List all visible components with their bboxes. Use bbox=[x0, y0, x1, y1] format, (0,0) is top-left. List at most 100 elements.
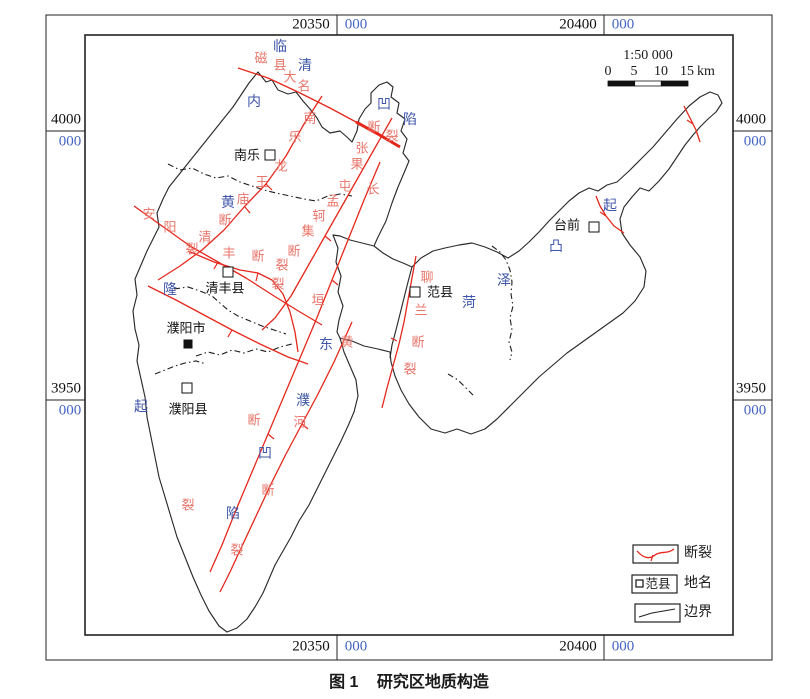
changyuan-fault-label-char-1: 垣 bbox=[311, 292, 325, 308]
neihuang-uplift-label-char-2: 隆 bbox=[163, 283, 177, 298]
cixian-daming-fault-label-char-0: 磁 bbox=[254, 50, 268, 66]
heze-uplift-label-char-1: 泽 bbox=[497, 274, 511, 289]
nanle-longwangmiao-fault-label-char-2: 龙 bbox=[274, 158, 288, 174]
scale-tick-0: 0 bbox=[604, 64, 612, 79]
changyuan-fault-label-char-2: 断 bbox=[247, 412, 261, 428]
qingfeng-fault-label-char-3: 裂 bbox=[271, 276, 285, 292]
heze-uplift-label-char-3: 起 bbox=[603, 199, 617, 214]
zhangguotun-mengkeji-fault-label-char-0: 张 bbox=[355, 140, 369, 156]
grid-dividers bbox=[46, 15, 772, 660]
dongpu-depression-label-char-2: 凹 bbox=[258, 447, 272, 462]
legend-place-sample: 范县 bbox=[645, 576, 671, 591]
fault-line-huanghe bbox=[219, 321, 353, 593]
qingfeng-fault-label-char-2: 断 bbox=[251, 248, 265, 264]
liaolan-fault-label-char-0: 聊 bbox=[420, 269, 434, 285]
changyuan-fault-label-char-0: 长 bbox=[366, 181, 380, 197]
dongpu-depression-label-char-0: 东 bbox=[319, 338, 333, 353]
zhangguotun-mengkeji-fault-label-char-7: 裂 bbox=[275, 257, 289, 273]
cixian-daming-fault-label-char-3: 名 bbox=[297, 78, 311, 94]
scale-tick-15: 15 bbox=[680, 64, 694, 79]
grid-bottom-m-0: 000 bbox=[344, 638, 368, 655]
place-marker-1 bbox=[222, 266, 234, 278]
anyang-fault-label-char-0: 安 bbox=[142, 206, 156, 222]
zhangguotun-mengkeji-fault-label-char-3: 孟 bbox=[326, 193, 340, 209]
outer-frame bbox=[45, 14, 773, 661]
legend-box-fault bbox=[632, 544, 679, 564]
dongpu-depression-label-char-1: 濮 bbox=[296, 394, 310, 409]
zhangguotun-mengkeji-fault-label-char-1: 果 bbox=[350, 156, 364, 172]
grid-left-m-0: 000 bbox=[58, 133, 82, 150]
place-label-3: 濮阳县 bbox=[168, 401, 208, 417]
grid-left-km-1: 3950 bbox=[51, 380, 81, 397]
legend-box-place bbox=[631, 574, 678, 594]
place-marker-4 bbox=[409, 286, 421, 298]
anyang-fault-label-char-1: 阳 bbox=[163, 219, 177, 235]
grid-left-m-1: 000 bbox=[58, 402, 82, 419]
cixian-daming-fault-label-char-4: 断 bbox=[367, 119, 381, 135]
figure-caption-label: 图 1 bbox=[329, 674, 359, 691]
linqing-depression-label-char-0: 临 bbox=[273, 40, 287, 55]
liaolan-fault-label-char-2: 断 bbox=[411, 334, 425, 350]
place-symbol bbox=[635, 579, 644, 588]
nanle-longwangmiao-fault-label-char-5: 断 bbox=[218, 212, 232, 228]
map-neatline bbox=[84, 34, 734, 636]
place-marker-3 bbox=[181, 382, 193, 394]
place-label-1: 清丰县 bbox=[205, 280, 245, 296]
grid-top-m-1: 000 bbox=[611, 16, 635, 33]
zhangguotun-mengkeji-fault-label-char-5: 集 bbox=[301, 223, 315, 239]
grid-bottom-km-1: 20400 bbox=[559, 638, 597, 655]
legend-label-place: 地名 bbox=[684, 576, 712, 591]
figure-caption: 图 1 研究区地质构造 bbox=[46, 668, 772, 692]
scale-ratio-label: 1:50 000 bbox=[623, 48, 673, 63]
fault-lines bbox=[133, 67, 701, 593]
fault-line-qingfeng bbox=[187, 250, 299, 353]
place-marker-0 bbox=[264, 149, 276, 161]
legend-label-boundary: 边界 bbox=[684, 605, 712, 620]
fault-tick-marks bbox=[213, 119, 694, 440]
dongpu-depression-label-char-3: 陷 bbox=[226, 507, 240, 522]
qingfeng-fault-label-char-1: 丰 bbox=[222, 245, 236, 261]
grid-right-km-0: 4000 bbox=[736, 111, 766, 128]
zhangguotun-mengkeji-fault-label-char-4: 轲 bbox=[312, 208, 326, 224]
cixian-daming-fault-label-char-5: 裂 bbox=[385, 128, 399, 144]
qingfeng-fault-label-char-0: 清 bbox=[198, 229, 212, 245]
nanle-longwangmiao-fault-label-char-3: 王 bbox=[255, 174, 269, 190]
linqing-depression-label-char-1: 清 bbox=[298, 59, 312, 74]
fault-line-changyuan bbox=[209, 161, 381, 573]
grid-bottom-m-1: 000 bbox=[611, 638, 635, 655]
grid-right-m-1: 000 bbox=[743, 402, 767, 419]
neihuang-uplift-label-char-3: 起 bbox=[134, 400, 148, 415]
nanle-longwangmiao-fault-label-char-4: 庙 bbox=[236, 191, 250, 207]
huanghe-fault-label-char-3: 裂 bbox=[230, 542, 244, 558]
fault-line-zhangguotun bbox=[261, 117, 393, 331]
study-area-boundary bbox=[132, 71, 723, 633]
fault-symbol bbox=[636, 548, 675, 559]
nanle-longwangmiao-fault-label-char-0: 南 bbox=[303, 110, 317, 126]
internal-boundaries bbox=[154, 163, 514, 397]
huanghe-fault-label-char-0: 黄 bbox=[340, 334, 354, 350]
place-marker-5 bbox=[588, 221, 600, 233]
neihuang-uplift-label-char-1: 黄 bbox=[221, 196, 235, 211]
huanghe-fault-label-char-1: 河 bbox=[293, 414, 307, 430]
grid-right-km-1: 3950 bbox=[736, 380, 766, 397]
fault-line-cixian-daming bbox=[237, 67, 357, 123]
figure-caption-title: 研究区地质构造 bbox=[376, 674, 489, 691]
linqing-depression-label-char-3: 陷 bbox=[403, 113, 417, 128]
grid-bottom-km-0: 20350 bbox=[292, 638, 330, 655]
fault-symbol-tick bbox=[650, 554, 654, 562]
fault-line-nanle bbox=[157, 95, 323, 281]
neihuang-uplift-label-char-0: 内 bbox=[247, 95, 261, 110]
scale-unit-label: km bbox=[697, 64, 715, 79]
changyuan-fault-label-char-3: 裂 bbox=[181, 497, 195, 513]
nanle-longwangmiao-fault-label-char-6: 裂 bbox=[185, 241, 199, 257]
zhangguotun-mengkeji-fault-label-char-2: 屯 bbox=[338, 178, 352, 194]
grid-right-m-0: 000 bbox=[743, 133, 767, 150]
liaolan-fault-label-char-3: 裂 bbox=[403, 361, 417, 377]
place-label-4: 范县 bbox=[426, 284, 454, 300]
grid-left-km-0: 4000 bbox=[51, 111, 81, 128]
linqing-depression-label-char-2: 凹 bbox=[377, 98, 391, 113]
cixian-daming-fault-label-char-1: 县 bbox=[273, 57, 287, 73]
legend-box-boundary bbox=[634, 603, 681, 623]
